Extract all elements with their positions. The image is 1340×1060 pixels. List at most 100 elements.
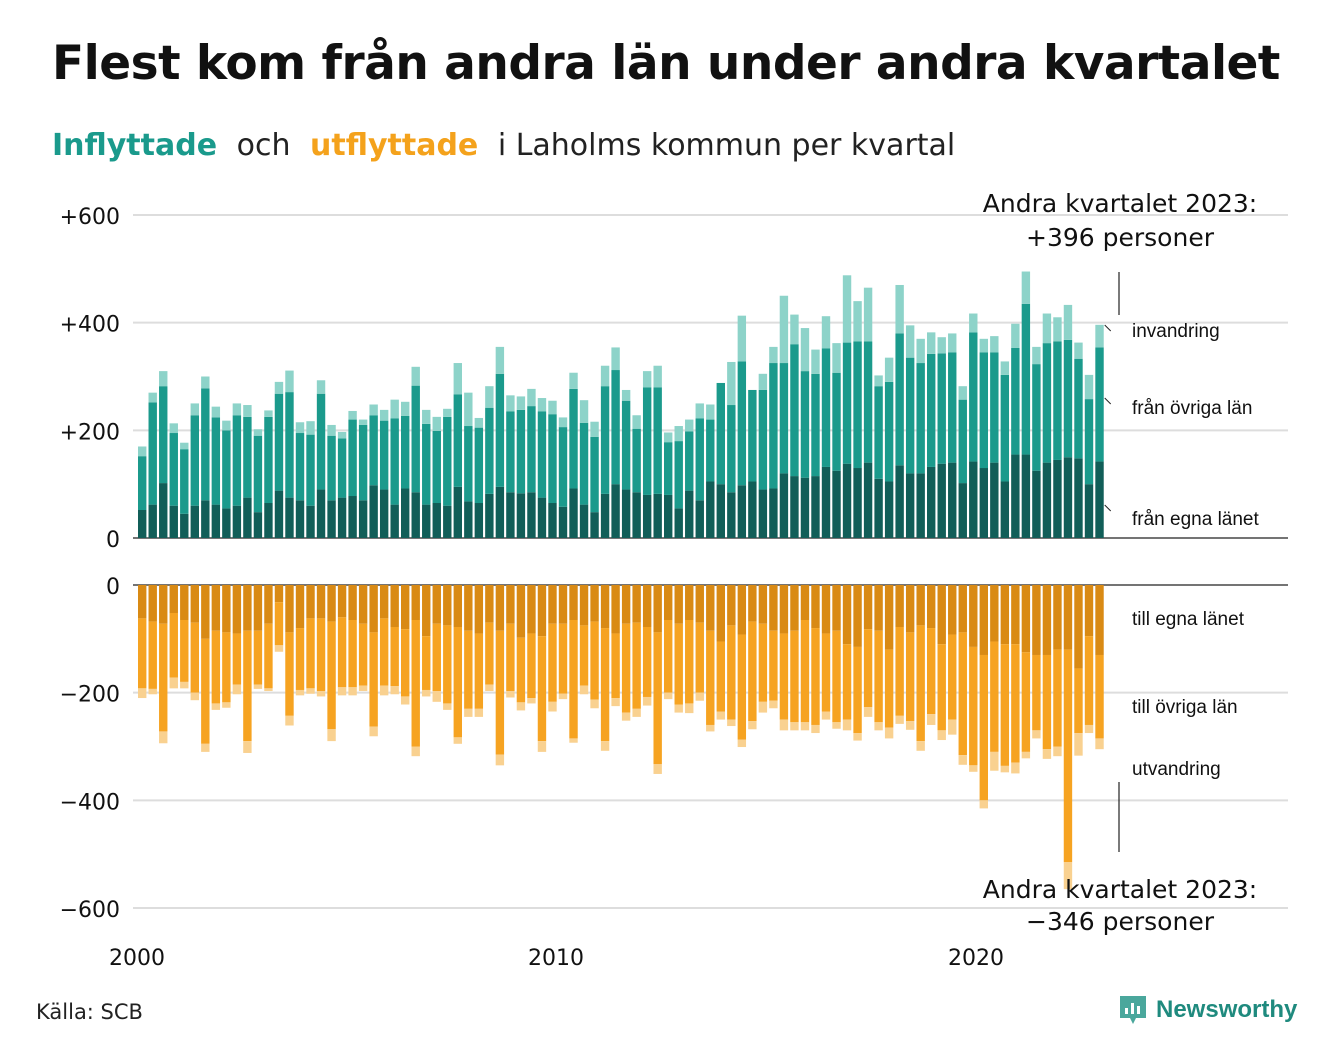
bar-in-2-59	[758, 373, 768, 390]
newsworthy-logo-icon	[1120, 996, 1146, 1024]
label-leader	[1104, 504, 1112, 512]
bar-out-2-1	[148, 688, 157, 695]
bar-out-1-74	[916, 625, 925, 742]
bar-out-0-41	[569, 585, 578, 620]
bar-in-1-34	[495, 373, 505, 487]
bar-in-2-63	[800, 328, 810, 372]
bar-in-0-38	[537, 497, 547, 538]
bar-out-1-54	[706, 630, 715, 725]
bar-in-0-34	[495, 486, 505, 538]
bar-out-2-56	[727, 719, 736, 727]
bar-in-2-33	[485, 386, 494, 408]
bar-out-1-23	[379, 618, 389, 686]
bar-out-0-29	[443, 585, 452, 626]
bar-out-0-25	[401, 585, 410, 630]
bar-out-0-90	[1084, 585, 1094, 637]
bar-out-1-18	[327, 621, 336, 730]
bar-out-0-15	[295, 585, 305, 629]
bar-in-2-6	[201, 376, 210, 389]
bar-out-2-24	[390, 686, 399, 695]
bar-in-0-9	[232, 505, 242, 538]
bar-out-0-75	[927, 585, 936, 629]
bar-out-0-10	[243, 585, 252, 631]
bar-out-1-28	[432, 623, 441, 692]
bar-in-2-74	[916, 338, 925, 364]
bar-in-0-36	[516, 493, 526, 538]
bar-out-2-5	[190, 692, 199, 701]
bar-out-0-83	[1011, 585, 1020, 645]
bar-in-1-38	[537, 411, 547, 498]
bar-out-1-4	[180, 619, 189, 682]
bar-in-0-81	[990, 462, 999, 538]
bar-in-1-26	[411, 385, 420, 493]
bar-in-2-49	[653, 365, 662, 388]
bar-in-2-17	[316, 380, 326, 394]
bar-out-1-87	[1053, 649, 1062, 747]
bar-out-0-54	[706, 585, 715, 631]
bar-out-2-55	[716, 711, 725, 720]
bar-in-0-30	[453, 486, 462, 538]
bar-in-0-66	[832, 470, 841, 538]
bar-out-2-60	[769, 700, 778, 709]
bar-out-1-26	[411, 619, 420, 747]
bar-in-1-54	[706, 419, 715, 482]
bar-in-2-42	[579, 400, 589, 423]
bar-out-1-3	[169, 612, 178, 678]
bar-in-2-28	[432, 416, 441, 431]
bar-out-0-61	[779, 585, 789, 634]
bar-in-0-91	[1095, 461, 1104, 538]
bar-out-1-16	[306, 618, 315, 689]
bar-in-1-47	[632, 428, 641, 493]
bar-out-0-64	[811, 585, 820, 629]
bar-out-0-13	[274, 585, 284, 603]
bar-out-0-30	[453, 585, 462, 627]
bar-out-2-34	[495, 754, 505, 766]
bar-out-0-58	[748, 585, 757, 622]
label-leader	[1104, 324, 1112, 332]
bar-out-0-36	[516, 585, 526, 638]
bar-in-1-66	[832, 372, 841, 471]
bar-out-0-45	[611, 585, 620, 634]
bar-out-1-14	[285, 632, 294, 716]
bar-in-1-12	[264, 416, 273, 504]
bar-out-0-76	[937, 585, 946, 645]
bar-out-0-65	[821, 585, 831, 634]
bar-out-1-83	[1011, 644, 1020, 763]
bar-out-2-52	[685, 703, 694, 714]
bar-out-1-72	[895, 626, 904, 716]
bar-in-2-34	[495, 346, 505, 374]
bar-in-0-7	[211, 504, 221, 538]
bar-out-2-65	[821, 711, 831, 720]
bar-in-0-65	[821, 466, 831, 538]
bar-in-0-3	[169, 505, 178, 538]
bar-in-2-14	[285, 370, 294, 393]
bar-out-0-53	[695, 585, 704, 623]
bar-in-2-29	[443, 408, 452, 417]
bottom-y-tick-label: −200	[60, 683, 120, 708]
bar-out-2-22	[369, 726, 378, 737]
brand-logo: Newsworthy	[1118, 994, 1297, 1026]
bar-in-1-56	[727, 405, 736, 493]
bar-out-2-19	[337, 687, 347, 696]
bar-out-2-35	[506, 691, 515, 698]
bar-out-0-37	[527, 585, 536, 634]
bar-in-0-63	[800, 477, 810, 538]
bar-out-2-32	[474, 708, 484, 717]
bar-out-2-82	[1000, 765, 1010, 773]
bar-out-0-48	[642, 585, 652, 627]
bar-out-0-68	[853, 585, 862, 647]
bar-in-0-20	[348, 496, 357, 538]
bar-in-0-12	[264, 503, 273, 538]
bar-in-1-7	[211, 417, 221, 505]
bar-out-2-73	[905, 721, 915, 730]
bar-in-0-72	[895, 465, 904, 538]
bar-out-2-44	[600, 741, 610, 751]
bar-in-2-40	[558, 417, 568, 428]
bar-in-0-6	[201, 500, 210, 538]
bar-out-1-43	[590, 621, 599, 700]
bar-in-0-75	[927, 466, 936, 538]
bar-out-1-38	[537, 636, 547, 742]
bar-out-2-85	[1032, 730, 1041, 739]
bar-in-0-70	[874, 478, 883, 538]
bar-in-1-13	[274, 393, 284, 491]
